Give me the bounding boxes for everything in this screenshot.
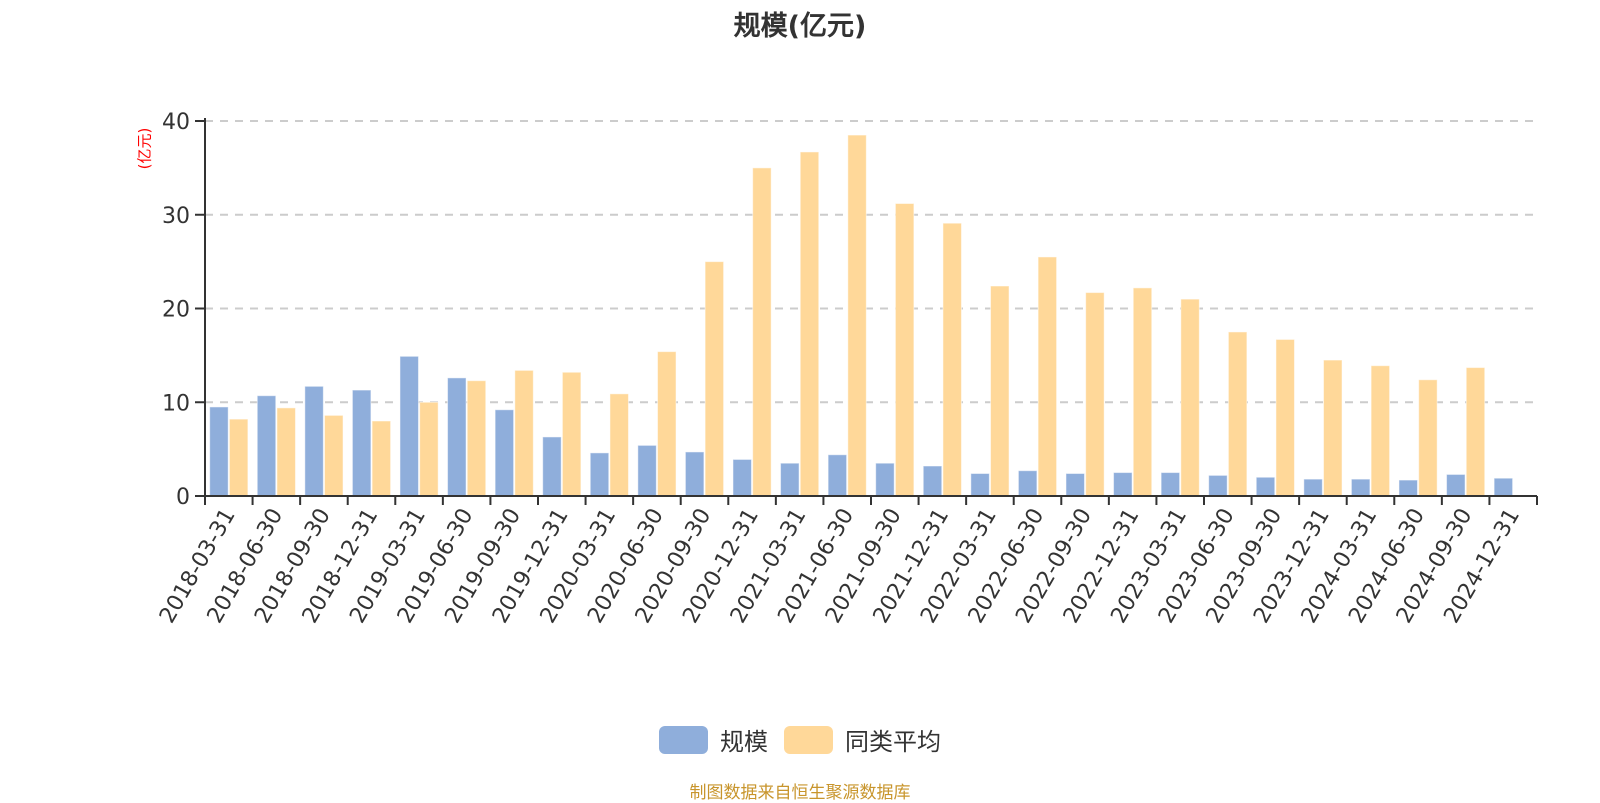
bar-scale[interactable] xyxy=(827,454,848,497)
bar-peer-average[interactable] xyxy=(990,285,1010,497)
x-axis-ticks: 2018-03-312018-06-302018-09-302018-12-31… xyxy=(155,496,1538,628)
bar-scale[interactable] xyxy=(637,444,657,497)
bar-peer-average[interactable] xyxy=(1227,331,1248,497)
bar-peer-average[interactable] xyxy=(514,369,534,497)
bar-peer-average[interactable] xyxy=(419,401,439,497)
bars xyxy=(209,134,1514,497)
bar-peer-average[interactable] xyxy=(942,222,962,497)
bar-peer-average[interactable] xyxy=(1370,365,1391,497)
bar-scale[interactable] xyxy=(684,451,705,497)
y-axis-ticks: 0 10 20 30 40 xyxy=(162,110,205,510)
bar-scale[interactable] xyxy=(1493,477,1514,497)
bar-scale[interactable] xyxy=(209,406,229,497)
bar-peer-average[interactable] xyxy=(799,151,820,497)
bar-peer-average[interactable] xyxy=(228,418,249,497)
bar-peer-average[interactable] xyxy=(1085,292,1105,497)
legend-label-scale: 规模 xyxy=(720,728,768,756)
bar-scale[interactable] xyxy=(1255,476,1276,497)
bar-scale[interactable] xyxy=(542,436,562,497)
bar-scale[interactable] xyxy=(1017,470,1038,497)
bar-peer-average[interactable] xyxy=(1323,359,1343,497)
bar-scale[interactable] xyxy=(875,462,895,497)
bar-peer-average[interactable] xyxy=(1465,367,1486,497)
bar-scale[interactable] xyxy=(589,452,610,497)
bar-scale[interactable] xyxy=(304,385,324,497)
bar-peer-average[interactable] xyxy=(561,371,582,497)
chart-title: 规模(亿元) xyxy=(733,11,867,42)
y-axis-unit-label: (亿元) xyxy=(130,122,158,178)
bar-peer-average[interactable] xyxy=(657,351,677,497)
gridlines xyxy=(205,120,1537,404)
bar-peer-average[interactable] xyxy=(1132,287,1153,497)
legend-label-peer-average: 同类平均 xyxy=(845,728,941,756)
bar-scale[interactable] xyxy=(1350,478,1371,497)
bar-scale[interactable] xyxy=(970,473,990,497)
legend: 规模 同类平均 xyxy=(0,722,1600,757)
bar-peer-average[interactable] xyxy=(704,261,725,497)
bar-scale[interactable] xyxy=(447,377,467,497)
bar-scale[interactable] xyxy=(1446,473,1466,497)
bar-peer-average[interactable] xyxy=(894,203,915,497)
bar-peer-average[interactable] xyxy=(752,167,772,497)
bar-scale[interactable] xyxy=(1160,472,1181,497)
bar-peer-average[interactable] xyxy=(324,414,344,497)
y-tick-label: 0 xyxy=(176,485,190,510)
bar-scale[interactable] xyxy=(732,458,752,497)
bar-peer-average[interactable] xyxy=(609,393,629,497)
y-tick-label: 30 xyxy=(162,204,190,229)
bar-scale[interactable] xyxy=(1398,479,1418,497)
bar-scale[interactable] xyxy=(351,389,372,497)
bar-scale[interactable] xyxy=(1113,472,1133,497)
bar-peer-average[interactable] xyxy=(1418,379,1438,497)
y-tick-label: 10 xyxy=(162,391,190,416)
bar-peer-average[interactable] xyxy=(1180,298,1200,497)
bar-peer-average[interactable] xyxy=(1037,256,1058,497)
data-source-footer: 制图数据来自恒生聚源数据库 xyxy=(689,783,911,803)
bar-scale[interactable] xyxy=(256,395,277,497)
bar-scale[interactable] xyxy=(922,465,943,497)
bar-scale[interactable] xyxy=(1208,474,1228,497)
bar-peer-average[interactable] xyxy=(1275,338,1295,497)
y-axis-unit-text: (亿元) xyxy=(135,127,154,170)
bar-scale[interactable] xyxy=(494,409,515,497)
y-tick-label: 20 xyxy=(162,298,190,323)
legend-swatch-peer-average xyxy=(784,725,833,754)
legend-item-scale[interactable]: 规模 xyxy=(659,722,768,757)
legend-item-peer-average[interactable]: 同类平均 xyxy=(784,722,941,757)
bar-peer-average[interactable] xyxy=(371,420,392,497)
bar-peer-average[interactable] xyxy=(466,380,487,497)
bar-scale[interactable] xyxy=(780,462,800,497)
bar-scale[interactable] xyxy=(1065,473,1085,497)
bar-peer-average[interactable] xyxy=(276,407,296,497)
bar-scale[interactable] xyxy=(399,355,419,497)
legend-swatch-scale xyxy=(659,725,708,754)
y-tick-label: 40 xyxy=(162,110,190,135)
bar-peer-average[interactable] xyxy=(847,134,867,497)
bar-scale[interactable] xyxy=(1303,478,1323,497)
